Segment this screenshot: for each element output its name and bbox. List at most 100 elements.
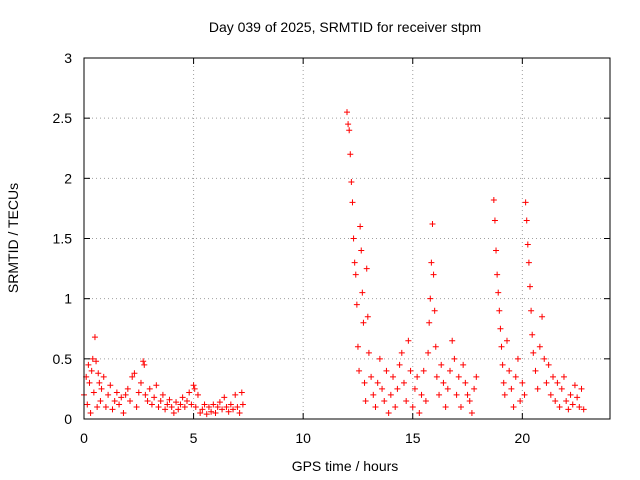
data-point (127, 397, 134, 404)
data-point (107, 382, 114, 389)
data-point (449, 337, 456, 344)
data-point (129, 373, 136, 380)
data-point (85, 361, 92, 368)
data-point (223, 403, 230, 410)
y-axis-label: SRMTID / TECUs (5, 183, 21, 293)
data-point (362, 397, 369, 404)
data-point (532, 367, 539, 374)
data-point (351, 259, 358, 266)
y-tick-label: 2.5 (53, 110, 73, 126)
data-point (131, 370, 138, 377)
y-tick-label: 3 (64, 50, 72, 66)
data-point (205, 403, 212, 410)
data-point (466, 397, 473, 404)
data-point (578, 385, 585, 392)
data-point (554, 379, 561, 386)
data-point (142, 391, 149, 398)
data-point (90, 389, 97, 396)
data-point (370, 391, 377, 398)
data-point (438, 361, 445, 368)
data-point (199, 406, 206, 413)
data-point (208, 408, 215, 415)
data-point (521, 391, 528, 398)
data-point (239, 401, 246, 408)
data-point (203, 411, 210, 418)
data-point (381, 397, 388, 404)
data-point (420, 367, 427, 374)
data-point (234, 403, 241, 410)
data-point (529, 331, 536, 338)
data-point (162, 406, 169, 413)
data-point (168, 403, 175, 410)
data-point (102, 403, 109, 410)
data-point (188, 401, 195, 408)
data-point (118, 394, 125, 401)
data-point (93, 358, 100, 365)
data-point (457, 403, 464, 410)
data-point (201, 401, 208, 408)
data-point (232, 391, 239, 398)
data-point (137, 379, 144, 386)
data-point (394, 385, 401, 392)
y-tick-label: 0.5 (53, 351, 73, 367)
chart-title: Day 039 of 2025, SRMTID for receiver stp… (209, 19, 481, 35)
data-point (499, 361, 506, 368)
data-point (89, 355, 96, 362)
data-point (100, 373, 107, 380)
data-point (194, 391, 201, 398)
data-point (349, 199, 356, 206)
data-point (357, 223, 364, 230)
data-point (431, 307, 438, 314)
data-point (414, 373, 421, 380)
axis-ticks (83, 57, 610, 420)
data-point (385, 409, 392, 416)
y-tick-label: 0 (64, 411, 72, 427)
data-point (398, 349, 405, 356)
data-point (347, 151, 354, 158)
data-point (447, 367, 454, 374)
data-point (432, 343, 439, 350)
data-point (390, 373, 397, 380)
data-point (356, 367, 363, 374)
data-point (155, 403, 162, 410)
data-point (565, 406, 572, 413)
data-point (96, 379, 103, 386)
data-point (560, 373, 567, 380)
data-point (524, 241, 531, 248)
data-point (376, 355, 383, 362)
data-point (491, 217, 498, 224)
data-point (539, 313, 546, 320)
data-point (527, 283, 534, 290)
data-point (190, 382, 197, 389)
data-point (517, 397, 524, 404)
data-point (105, 391, 112, 398)
data-point (350, 235, 357, 242)
data-point (471, 385, 478, 392)
data-point (501, 391, 508, 398)
data-point (427, 295, 434, 302)
data-point (363, 265, 370, 272)
data-point (361, 379, 368, 386)
data-point (345, 121, 352, 128)
x-tick-label: 0 (80, 430, 88, 446)
x-axis-label: GPS time / hours (292, 458, 399, 474)
data-point (547, 391, 554, 398)
x-tick-label: 15 (405, 430, 421, 446)
x-tick-label: 20 (515, 430, 531, 446)
data-point (210, 401, 217, 408)
data-point (440, 379, 447, 386)
data-point (496, 307, 503, 314)
data-point (490, 196, 497, 203)
data-point (113, 389, 120, 396)
data-point (400, 379, 407, 386)
data-point (519, 379, 526, 386)
data-point (236, 409, 243, 416)
data-point (536, 343, 543, 350)
data-point (98, 385, 105, 392)
data-point (364, 313, 371, 320)
data-point (166, 396, 173, 403)
data-point (422, 397, 429, 404)
data-point (508, 385, 515, 392)
data-point (534, 385, 541, 392)
data-point (212, 409, 219, 416)
